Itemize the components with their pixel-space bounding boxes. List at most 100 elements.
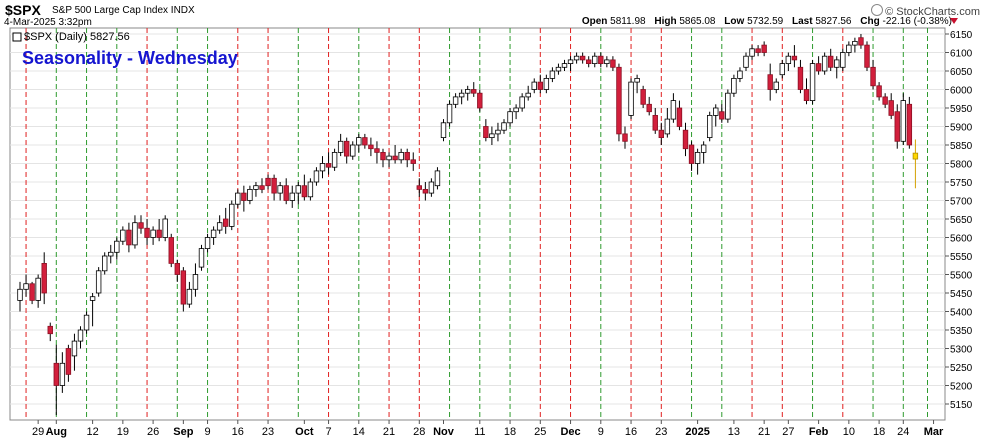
candle (398, 148, 404, 164)
x-tick-label: 9 (598, 426, 604, 438)
candle-body (416, 185, 422, 190)
candle (265, 174, 271, 190)
candle-body (628, 81, 634, 116)
candle (198, 244, 205, 271)
candle (422, 182, 429, 201)
candle (156, 219, 162, 242)
candle-body (325, 163, 332, 168)
y-tick-label: 5650 (950, 215, 973, 226)
x-tick-label: 28 (413, 426, 425, 438)
chg-value: -22.16 (-0.38%) (882, 16, 952, 27)
candle (259, 178, 265, 194)
candle-body (89, 296, 96, 301)
x-tick-label: 16 (232, 426, 244, 438)
candle (876, 82, 882, 101)
candle-body (156, 229, 162, 238)
y-tick-label: 5500 (950, 271, 973, 282)
candle (47, 322, 53, 342)
candle (634, 74, 640, 94)
candle (83, 311, 90, 334)
candle (894, 104, 900, 149)
candle-body (144, 227, 150, 238)
y-tick-label: 6050 (950, 67, 973, 78)
candle-body (186, 288, 193, 305)
y-tick-label: 5150 (950, 400, 973, 411)
candle-body (210, 229, 217, 238)
y-tick-label: 5800 (950, 160, 973, 171)
candle (549, 67, 556, 83)
candle-body (458, 92, 465, 98)
candle-body (277, 185, 283, 194)
candle-body (797, 66, 804, 90)
candle-body (180, 270, 187, 305)
candle (29, 281, 35, 305)
candle (374, 141, 380, 164)
candle-body (610, 59, 616, 68)
candle (458, 89, 465, 105)
x-tick-label: 18 (504, 426, 516, 438)
candle (247, 185, 253, 205)
candle (604, 56, 610, 68)
candle-body (682, 129, 689, 150)
candle-body (65, 348, 72, 375)
candle-body (640, 89, 646, 105)
candle (23, 274, 29, 297)
candle-body (731, 78, 737, 94)
candle (168, 233, 174, 268)
candle (71, 333, 78, 371)
candle-body (331, 151, 338, 168)
candle-body (29, 283, 35, 301)
wednesday-markers (25, 28, 928, 420)
candle (912, 139, 919, 189)
exchange-label: INDX (170, 5, 195, 16)
candle-body (743, 55, 749, 68)
candle (803, 78, 810, 105)
candle-body (791, 55, 798, 61)
x-tick-label: 16 (625, 426, 637, 438)
candle-body (59, 362, 66, 386)
candle-body (561, 63, 568, 68)
x-tick-label: 14 (353, 426, 365, 438)
candle-body (222, 218, 229, 227)
candle-body (301, 185, 308, 198)
candle (640, 85, 646, 108)
candle-body (531, 81, 537, 90)
y-tick-label: 5750 (950, 178, 973, 189)
candle (694, 148, 701, 175)
candle (906, 96, 913, 149)
candle (41, 252, 47, 305)
candle-body (513, 107, 519, 113)
y-tick-label: 6000 (950, 86, 973, 97)
candle (313, 167, 320, 186)
y-tick-label: 5600 (950, 234, 973, 245)
candle-body (894, 111, 900, 142)
candle-body (283, 185, 289, 201)
candle-body (761, 44, 767, 53)
candle (362, 133, 368, 149)
x-tick-label: 21 (383, 426, 395, 438)
x-tick-label: Dec (560, 426, 580, 438)
candle-body (713, 107, 719, 116)
candle (343, 137, 350, 164)
candle (882, 93, 888, 108)
candle-body (688, 144, 695, 164)
candle-body (337, 140, 344, 153)
y-tick-label: 6150 (950, 30, 973, 41)
candle-body (295, 185, 301, 194)
candle (495, 122, 501, 142)
candle (235, 189, 241, 208)
x-tick-label: 29 (32, 426, 44, 438)
candle-body (912, 152, 919, 160)
candle-body (410, 159, 416, 164)
candle (821, 52, 828, 75)
candle-body (489, 133, 495, 138)
candle (755, 45, 761, 57)
candle-body (719, 111, 725, 120)
candle (507, 108, 513, 127)
candle-body (114, 240, 120, 253)
candle-body (906, 103, 913, 146)
candle (210, 226, 217, 245)
candle-body (102, 255, 108, 272)
candle (53, 344, 59, 416)
